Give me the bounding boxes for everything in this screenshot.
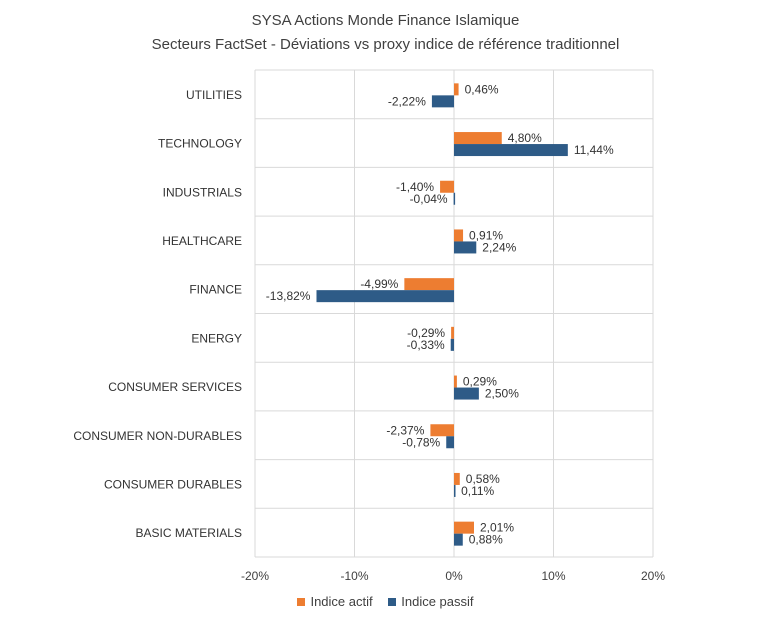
data-label: -2,22% [388,94,426,108]
category-label: CONSUMER DURABLES [104,477,242,491]
x-tick-label: -20% [241,569,269,583]
category-label: TECHNOLOGY [158,137,242,151]
legend-item-actif: Indice actif [297,594,373,609]
data-label: 0,58% [466,472,500,486]
bar-indice-actif [454,229,464,242]
bar-indice-actif [430,424,454,437]
data-label: 0,88% [469,533,503,547]
bar-indice-passif [454,387,479,400]
category-label: CONSUMER SERVICES [108,380,242,394]
data-label: 0,11% [461,484,494,498]
bar-indice-passif [454,241,477,254]
chart-subtitle: Secteurs FactSet - Déviations vs proxy i… [151,36,620,53]
bar-indice-actif [454,132,502,145]
bar-indice-actif [454,521,474,534]
bar-indice-actif [454,472,460,485]
data-label: -0,78% [402,435,440,449]
bar-indice-passif [446,436,454,449]
x-tick-label: -10% [340,569,368,583]
bar-indice-passif [316,290,454,303]
category-label: BASIC MATERIALS [136,526,242,540]
legend-swatch-passif [388,598,397,606]
legend-swatch-actif [297,598,306,606]
x-tick-label: 0% [445,569,463,583]
data-label: 0,29% [463,375,497,389]
category-label: INDUSTRIALS [163,185,242,199]
bar-indice-actif [454,375,457,388]
bar-indice-passif [450,338,454,351]
x-tick-label: 10% [541,569,565,583]
chart-title: SYSA Actions Monde Finance Islamique [251,12,520,29]
category-label: UTILITIES [186,88,242,102]
data-label: 11,44% [574,143,614,157]
category-label: CONSUMER NON-DURABLES [73,429,242,443]
bar-indice-passif [454,533,463,546]
data-label: 0,46% [465,82,499,96]
data-label: 0,91% [469,228,503,242]
x-tick-label: 20% [641,569,665,583]
data-label: -2,37% [386,423,424,437]
bar-indice-actif [454,83,459,96]
legend-label-actif: Indice actif [310,594,373,609]
data-label: 2,50% [485,387,519,401]
data-label: 2,24% [482,240,516,254]
bar-indice-passif [454,484,456,497]
bar-indice-passif [453,192,456,205]
data-label: 4,80% [508,131,542,145]
category-label: FINANCE [189,283,242,297]
data-label: -13,82% [266,289,311,303]
data-label: -1,40% [396,180,434,194]
chart-legend: Indice actif Indice passif [0,594,771,609]
legend-label-passif: Indice passif [401,594,474,609]
data-label: -0,33% [407,338,445,352]
category-label: HEALTHCARE [162,234,242,248]
data-label: 2,01% [480,521,514,535]
data-label: -0,04% [410,192,448,206]
bar-indice-actif [404,278,454,291]
category-label: ENERGY [191,331,242,345]
bar-indice-actif [451,326,454,339]
data-label: -0,29% [407,326,445,340]
data-label: -4,99% [360,277,398,291]
bar-indice-passif [454,144,568,157]
bar-indice-passif [431,95,454,108]
bar-indice-actif [440,180,454,193]
legend-item-passif: Indice passif [388,594,474,609]
